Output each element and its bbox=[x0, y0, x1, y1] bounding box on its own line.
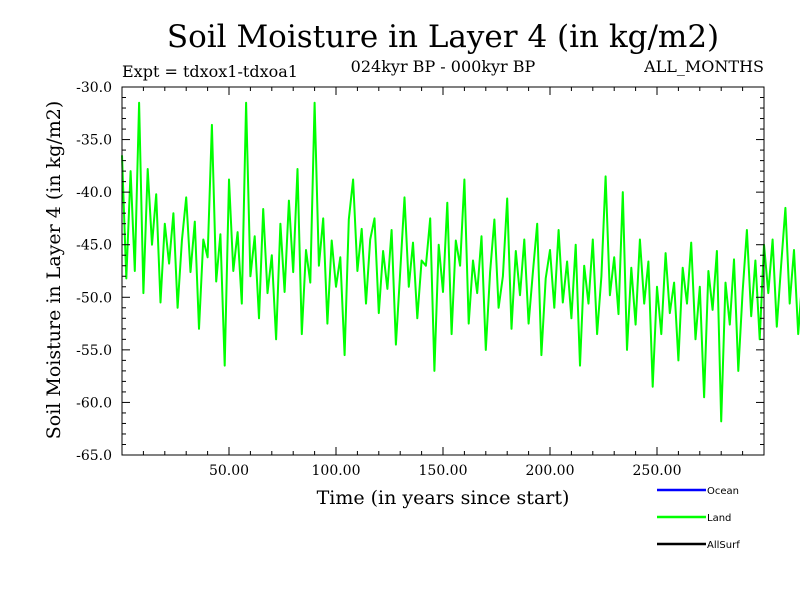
months-label: ALL_MONTHS bbox=[643, 57, 764, 76]
chart-title: Soil Moisture in Layer 4 (in kg/m2) bbox=[167, 19, 719, 55]
legend: Ocean Land AllSurf bbox=[657, 486, 740, 551]
x-tick-labels: 50.00 100.00 150.00 200.00 250.00 bbox=[209, 463, 682, 479]
x-tick-label: 50.00 bbox=[209, 463, 249, 479]
y-tick-label: -60.0 bbox=[76, 395, 112, 411]
y-tick-labels: -30.0 -35.0 -40.0 -45.0 -50.0 -55.0 -60.0 -65.0 bbox=[76, 80, 112, 464]
y-tick-label: -65.0 bbox=[76, 448, 112, 464]
experiment-label: Expt = tdxox1-tdxoa1 bbox=[122, 62, 298, 81]
period-label: 024kyr BP - 000kyr BP bbox=[351, 57, 536, 76]
axis-ticks bbox=[121, 86, 765, 456]
x-tick-label: 100.00 bbox=[312, 463, 361, 479]
legend-label-land: Land bbox=[707, 513, 731, 524]
plot-series bbox=[121, 101, 800, 423]
x-tick-label: 200.00 bbox=[526, 463, 575, 479]
y-tick-label: -40.0 bbox=[76, 185, 112, 201]
series-line-land bbox=[121, 101, 800, 423]
y-tick-label: -50.0 bbox=[76, 290, 112, 306]
legend-label-ocean: Ocean bbox=[707, 486, 739, 497]
x-tick-label: 150.00 bbox=[419, 463, 468, 479]
y-axis-label: Soil Moisture in Layer 4 (in kg/m2) bbox=[43, 101, 65, 440]
x-tick-label: 250.00 bbox=[633, 463, 682, 479]
legend-label-allsurf: AllSurf bbox=[707, 540, 740, 551]
y-tick-label: -45.0 bbox=[76, 238, 112, 254]
x-axis-label: Time (in years since start) bbox=[317, 487, 570, 509]
y-tick-label: -35.0 bbox=[76, 133, 112, 149]
y-tick-label: -30.0 bbox=[76, 80, 112, 96]
y-tick-label: -55.0 bbox=[76, 343, 112, 359]
